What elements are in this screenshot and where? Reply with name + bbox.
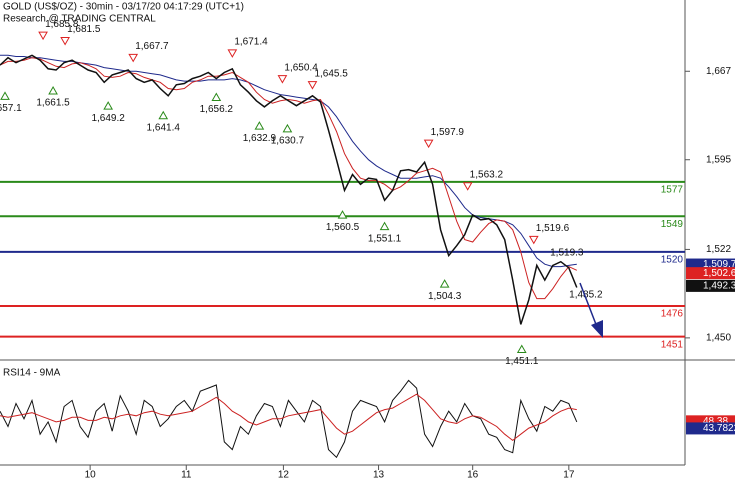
high-marker (38, 31, 48, 41)
level-label-bg (656, 307, 684, 320)
level-label-bg (656, 218, 684, 231)
high-label: 1,681.5 (67, 24, 101, 35)
low-label: 1,504.3 (428, 291, 462, 302)
low-label: 1,657.1 (0, 103, 22, 114)
series-line (0, 57, 578, 300)
level-label-bg (656, 253, 684, 266)
low-marker (254, 121, 265, 130)
high-marker (423, 139, 434, 149)
level-label: 1451 (661, 339, 684, 350)
low-marker (0, 91, 10, 100)
series-line (0, 54, 577, 268)
x-tick-label: 13 (373, 470, 385, 480)
high-label: 1,671.4 (234, 36, 268, 47)
high-marker (128, 53, 139, 63)
y-tick-label: 1,595 (706, 154, 731, 165)
price-label: 1,509.7 (703, 259, 735, 270)
level-label: 1577 (661, 184, 684, 195)
low-marker (439, 279, 450, 288)
low-label: 1,632.9 (243, 133, 277, 144)
low-label: 1,551.1 (368, 233, 402, 244)
y-tick-label: 1,450 (706, 333, 731, 344)
x-tick-label: 12 (278, 470, 290, 480)
low-marker (282, 123, 293, 133)
series-line (0, 379, 578, 459)
chart-title: GOLD (US$/OZ) - 30min - 03/17/20 04:17:2… (3, 2, 244, 13)
high-label: 1,597.9 (431, 127, 465, 138)
high-label: 1,563.2 (470, 169, 504, 180)
low-marker (337, 210, 348, 219)
price-label: 48.38 (703, 416, 728, 427)
plot-layer: 1,667 1,595 1,522 1,450 10 11 12 13 16 17 1577 1549… (0, 19, 735, 480)
high-marker (462, 182, 473, 191)
low-label: 1,630.7 (271, 136, 305, 147)
price-label-box (686, 422, 735, 435)
annotation-label: 1,519.3 (550, 247, 584, 258)
level-label: 1520 (661, 255, 684, 266)
price-label: 1,492.32 (703, 281, 735, 292)
level-label-bg (656, 183, 684, 196)
level-label-bg (656, 338, 684, 351)
low-marker (379, 221, 390, 231)
forecast-arrowhead (591, 320, 603, 338)
low-label: 1,641.4 (147, 122, 181, 133)
low-label: 1,656.2 (200, 104, 234, 115)
series-line (0, 54, 578, 325)
low-label: 1,649.2 (91, 113, 125, 124)
high-label: 1,519.6 (536, 223, 570, 234)
low-marker (103, 101, 114, 110)
high-marker (60, 36, 70, 46)
low-marker (516, 344, 527, 354)
series-line (0, 393, 577, 442)
x-tick-label: 11 (181, 470, 192, 480)
low-label: 1,451.1 (505, 356, 539, 367)
high-marker (528, 235, 539, 245)
high-label: 1,667.7 (135, 41, 169, 52)
level-label: 1549 (661, 219, 684, 230)
high-label: 1,650.4 (284, 62, 318, 73)
high-marker (227, 49, 238, 58)
price-label-box (686, 279, 735, 292)
forecast-arrow (579, 282, 598, 328)
low-marker (211, 92, 222, 102)
level-label: 1476 (661, 309, 684, 320)
high-marker (307, 81, 318, 90)
x-tick-label: 17 (563, 470, 575, 480)
rsi-title: RSI14 - 9MA (3, 368, 61, 379)
high-marker (277, 75, 288, 84)
price-label: 43.7822 (703, 423, 735, 434)
y-tick-label: 1,522 (706, 244, 731, 255)
annotation-label: 1,485.2 (569, 289, 603, 300)
x-tick-label: 16 (467, 470, 479, 480)
y-tick-label: 1,667 (706, 66, 731, 77)
high-label: 1,645.5 (314, 68, 348, 79)
x-tick-label: 10 (85, 470, 97, 480)
high-label: 1,685.8 (45, 19, 79, 30)
chart-subtitle: Research @ TRADING CENTRAL (3, 14, 156, 25)
low-label: 1,661.5 (36, 98, 70, 109)
price-label: 1,502.68 (703, 268, 735, 279)
low-marker (158, 110, 169, 120)
low-marker (48, 86, 58, 95)
low-label: 1,560.5 (326, 222, 360, 233)
price-label-box (686, 267, 735, 280)
